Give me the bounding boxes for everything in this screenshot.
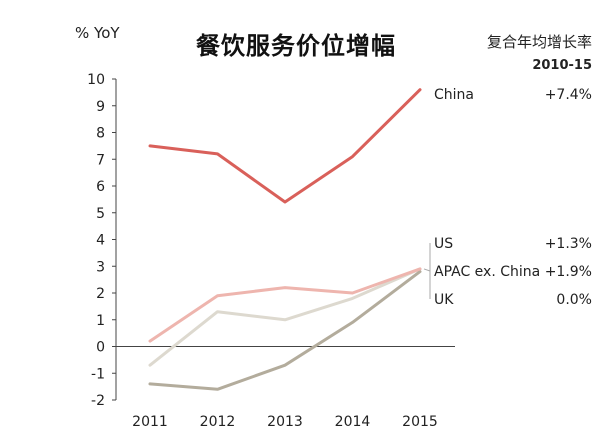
x-tick-label: 2015 xyxy=(402,414,438,430)
y-tick-label: -1 xyxy=(91,366,105,382)
legend-label-china: China xyxy=(434,87,474,103)
y-tick-label: 0 xyxy=(96,340,105,356)
y-tick-label: 1 xyxy=(96,313,105,329)
x-tick-label: 2013 xyxy=(267,414,303,430)
legend-cagr-us: +1.3% xyxy=(545,236,592,252)
series-line-china xyxy=(148,88,422,204)
legend-label-us: US xyxy=(434,236,453,252)
series-line-apac-ex-china xyxy=(148,267,422,343)
x-tick-label: 2011 xyxy=(132,414,168,430)
chart-title: 餐饮服务价位增幅 xyxy=(196,32,396,60)
leader-line xyxy=(423,268,431,272)
y-tick-label: 4 xyxy=(96,233,105,249)
x-tick-label: 2012 xyxy=(200,414,236,430)
legend-label-uk: UK xyxy=(434,292,454,308)
cagr-period: 2010-15 xyxy=(532,58,592,73)
cagr-label: 复合年均增长率 xyxy=(486,33,592,51)
series-line-us xyxy=(148,267,422,367)
x-tick-label: 2014 xyxy=(335,414,371,430)
legend-cagr-china: +7.4% xyxy=(545,87,592,103)
legend-label-apac-ex-china: APAC ex. China xyxy=(434,264,540,280)
y-tick-label: 9 xyxy=(96,99,105,115)
legend-cagr-apac-ex-china: +1.9% xyxy=(545,264,592,280)
series-line-uk xyxy=(148,270,422,391)
y-tick-label: 7 xyxy=(96,152,105,168)
y-tick-label: 2 xyxy=(96,286,105,302)
y-tick-label: -2 xyxy=(91,393,105,409)
y-tick-label: 5 xyxy=(96,206,105,222)
y-tick-label: 10 xyxy=(87,72,105,88)
y-tick-label: 3 xyxy=(96,259,105,275)
legend-cagr-uk: 0.0% xyxy=(556,292,592,308)
y-tick-label: 8 xyxy=(96,126,105,142)
y-tick-label: 6 xyxy=(96,179,105,195)
y-axis-label: % YoY xyxy=(75,24,120,42)
